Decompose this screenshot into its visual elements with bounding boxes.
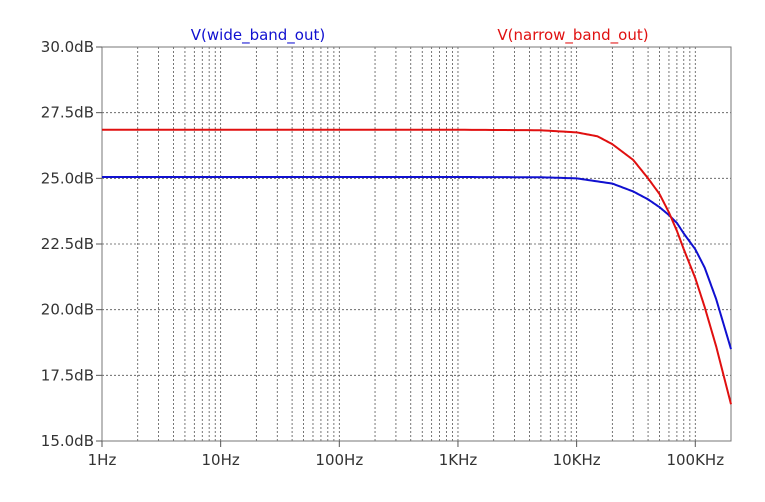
y-tick-label: 15.0dB <box>41 432 94 450</box>
x-tick-label: 1Hz <box>88 451 117 469</box>
legend-narrow-band-out: V(narrow_band_out) <box>497 26 648 45</box>
grid <box>102 47 731 441</box>
y-tick-label: 25.0dB <box>41 169 94 187</box>
x-tick-label: 100Hz <box>315 451 363 469</box>
y-tick-label: 22.5dB <box>41 235 94 253</box>
x-tick-label: 100KHz <box>666 451 724 469</box>
trace-v-wide-band-out- <box>102 176 732 350</box>
x-axis-labels: 1Hz 10Hz 100Hz 1KHz 10KHz 100KHz <box>88 451 725 469</box>
y-axis-labels: 15.0dB 17.5dB 20.0dB 22.5dB 25.0dB 27.5dB 30.0… <box>41 38 94 450</box>
x-tick-label: 1KHz <box>439 451 478 469</box>
legend-wide-band-out: V(wide_band_out) <box>191 26 325 45</box>
trace-v-narrow-band-out- <box>102 128 732 405</box>
axis-ticks <box>96 46 696 447</box>
y-tick-label: 17.5dB <box>41 366 94 384</box>
x-tick-label: 10KHz <box>553 451 601 469</box>
y-tick-label: 20.0dB <box>41 301 94 319</box>
y-tick-label: 27.5dB <box>41 104 94 122</box>
x-tick-label: 10Hz <box>202 451 240 469</box>
traces <box>102 128 732 405</box>
plot-frame <box>101 46 732 442</box>
y-tick-label: 30.0dB <box>41 38 94 56</box>
